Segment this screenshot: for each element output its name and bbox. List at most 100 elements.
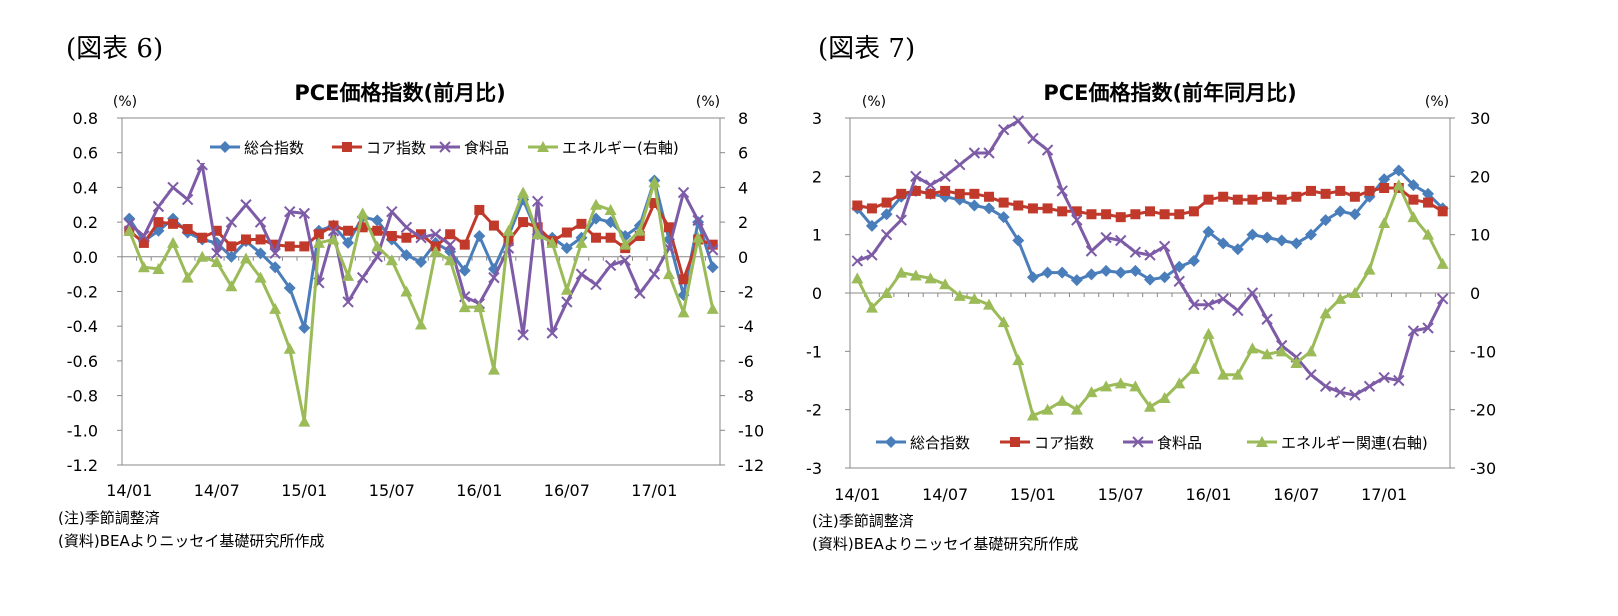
y-tick-label-right: -12 (738, 456, 764, 475)
data-point (1217, 293, 1229, 305)
data-point (677, 186, 690, 199)
legend-label: エネルギー(右軸) (562, 139, 679, 157)
y-tick-label-left: 0 (812, 284, 822, 303)
data-point (415, 256, 427, 269)
data-point (284, 241, 295, 252)
data-point (401, 232, 412, 243)
data-point (1334, 205, 1347, 218)
data-point (1188, 298, 1200, 311)
data-point (137, 261, 150, 273)
data-point (1378, 217, 1391, 228)
data-point (1056, 185, 1068, 197)
data-point (1115, 234, 1127, 247)
data-point (1335, 185, 1346, 196)
y-tick-label-left: -0.6 (67, 352, 98, 371)
data-point (1027, 132, 1039, 145)
data-point (1071, 214, 1083, 226)
data-point (1101, 209, 1112, 220)
legend-label: 総合指数 (244, 139, 304, 157)
data-point (707, 244, 719, 256)
y-tick-label-left: 1 (812, 226, 822, 245)
y-tick-label-right: -10 (1470, 342, 1496, 361)
y-tick-label-right: 6 (738, 144, 748, 163)
y-tick-label-right: 4 (738, 178, 748, 197)
data-point (560, 242, 573, 255)
data-point (487, 363, 500, 375)
data-point (531, 195, 544, 207)
x-tick-label: 16/07 (1273, 485, 1319, 504)
data-point (415, 232, 427, 244)
data-point (851, 255, 864, 267)
data-point (619, 254, 631, 266)
legend-marker (1256, 436, 1268, 447)
data-point (400, 285, 413, 297)
data-point (983, 147, 995, 159)
data-point (1348, 208, 1361, 221)
data-point (1070, 403, 1083, 415)
data-point (181, 271, 194, 283)
data-point (1304, 345, 1317, 357)
data-point (1392, 179, 1405, 191)
figure-7-source: (資料)BEAよりニッセイ基礎研究所作成 (812, 535, 1079, 553)
y-tick-label-right: 20 (1470, 167, 1490, 186)
data-point (1188, 206, 1199, 217)
y-tick-label-left: -1.2 (67, 456, 98, 475)
data-point (386, 230, 397, 241)
data-point (1173, 260, 1186, 273)
data-point (968, 147, 981, 159)
data-point (372, 225, 383, 236)
data-point (284, 205, 296, 218)
figure-7-label: (図表 7) (818, 34, 916, 64)
data-point (1085, 245, 1098, 257)
figure-7-note: (注)季節調整済 (812, 512, 914, 530)
data-point (997, 316, 1010, 328)
data-point (1144, 249, 1156, 261)
data-point (1129, 246, 1142, 258)
x-tick-label: 14/01 (834, 485, 880, 504)
data-point (1114, 266, 1127, 279)
data-point (444, 254, 457, 266)
data-point (1159, 209, 1170, 220)
data-point (895, 266, 908, 278)
data-point (1056, 394, 1069, 406)
data-point (968, 199, 981, 212)
x-tick-label: 17/01 (631, 481, 677, 500)
data-point (343, 225, 354, 236)
data-point (517, 329, 529, 341)
data-point (1261, 348, 1274, 360)
data-point (444, 238, 456, 251)
y-tick-label-left: -1.0 (67, 421, 98, 440)
data-point (895, 214, 907, 226)
data-point (968, 292, 981, 304)
data-point (575, 268, 588, 280)
data-point (604, 203, 617, 215)
data-point (473, 301, 486, 313)
data-point (400, 249, 413, 262)
data-point (677, 306, 690, 318)
data-point (1115, 212, 1126, 223)
data-point (225, 280, 238, 292)
data-point (561, 227, 572, 238)
data-point (1334, 386, 1346, 398)
legend: 総合指数 コア指数 食料品 エネルギー関連(右軸) (866, 427, 1436, 457)
data-point (1057, 206, 1068, 217)
data-point (1334, 292, 1347, 304)
data-point (1144, 273, 1156, 286)
chart-title: PCE価格指数(前月比) (294, 81, 505, 105)
data-point (138, 237, 149, 248)
data-point (1129, 380, 1142, 392)
data-point (896, 188, 907, 199)
data-point (1130, 209, 1141, 220)
data-point (167, 181, 179, 194)
data-point (342, 236, 355, 249)
legend-label: エネルギー関連(右軸) (1281, 434, 1428, 452)
data-point (1276, 194, 1287, 205)
data-point (1173, 275, 1185, 288)
legend-marker (537, 141, 549, 152)
data-point (1012, 115, 1024, 127)
data-point (1290, 357, 1303, 368)
data-point (939, 278, 952, 290)
data-point (152, 262, 165, 274)
x-tick-label: 16/01 (1185, 485, 1231, 504)
